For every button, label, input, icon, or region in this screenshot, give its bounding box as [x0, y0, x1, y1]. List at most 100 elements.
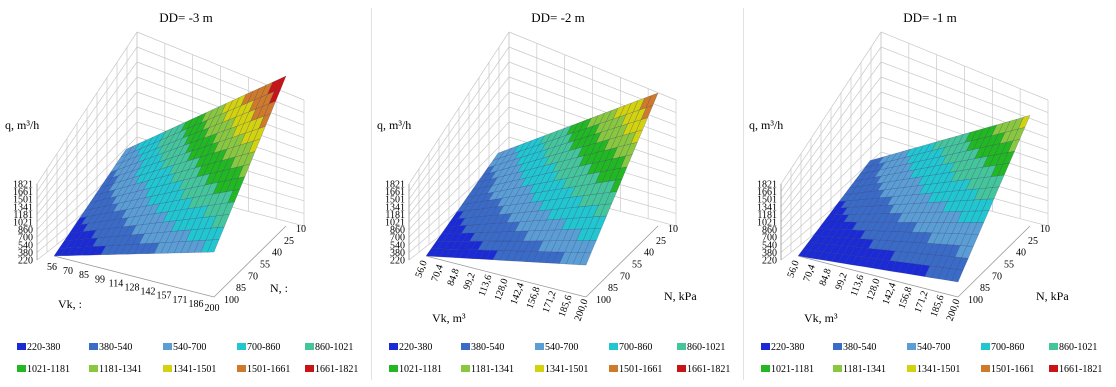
surface [425, 92, 659, 266]
surface [797, 115, 1031, 283]
chart-title: DD= -3 m [159, 10, 213, 25]
legend-swatch [609, 343, 618, 350]
legend-label: 1181-1341 [99, 364, 142, 375]
x-tick-label: 171,2 [541, 289, 559, 314]
legend-swatch [89, 343, 98, 350]
x-tick-label: 186 [189, 299, 204, 310]
z-tick-label: 860 [18, 225, 33, 236]
x-tick-label: 70 [63, 266, 73, 277]
y-axis-line [957, 225, 1031, 298]
legend-label: 700-860 [991, 342, 1024, 353]
z-tick-label: 1341 [757, 202, 777, 213]
legend-label: 1341-1501 [917, 364, 960, 375]
y-tick-label: 85 [980, 283, 990, 294]
legend-swatch [305, 343, 314, 350]
z-tick-label: 700 [390, 233, 405, 244]
y-tick-label: 10 [668, 224, 678, 235]
z-tick-label: 540 [18, 240, 33, 251]
legend-label: 540-700 [173, 342, 206, 353]
x-tick-label: 171 [173, 295, 188, 306]
chart-title: DD= -1 m [903, 10, 957, 25]
x-tick-label: 84,8 [445, 267, 461, 287]
x-axis-label: Vk, m³ [432, 311, 466, 325]
z-axis-label: q, m³/h [377, 118, 411, 132]
divider [743, 8, 744, 380]
z-tick-label: 860 [390, 225, 405, 236]
y-tick-label: 55 [1004, 260, 1014, 271]
legend-swatch [163, 343, 172, 350]
legend-swatch [461, 343, 470, 350]
legend-label: 1501-1661 [991, 364, 1034, 375]
legend-swatch [677, 365, 686, 372]
x-axis-label: Vk, : [58, 297, 82, 311]
z-tick-label: 1341 [13, 202, 33, 213]
z-tick-label: 1501 [13, 195, 33, 206]
y-tick-label: 55 [632, 260, 642, 271]
z-tick-label: 700 [18, 233, 33, 244]
x-tick-label: 56,0 [413, 259, 429, 279]
z-tick-label: 540 [762, 240, 777, 251]
y-axis-label: N, kPa [664, 289, 697, 303]
y-tick-label: 40 [644, 248, 654, 259]
legend-swatch [17, 343, 26, 350]
legend-label: 860-1021 [687, 342, 725, 353]
y-tick-label: 55 [260, 260, 270, 271]
z-tick-label: 1661 [757, 187, 777, 198]
legend-label: 1661-1821 [1059, 364, 1102, 375]
y-tick-label: 100 [968, 295, 983, 306]
x-tick-label: 56 [47, 262, 57, 273]
x-tick-label: 128,0 [865, 277, 883, 302]
legend-label: 220-380 [27, 342, 60, 353]
x-tick-label: 84,8 [817, 267, 833, 287]
legend-swatch [461, 365, 470, 372]
z-tick-label: 700 [762, 233, 777, 244]
axis-frame [408, 184, 659, 298]
y-axis-line [585, 225, 659, 298]
x-tick-label: 128 [125, 283, 140, 294]
legend-label: 1661-1821 [687, 364, 730, 375]
x-tick-label: 171,2 [913, 289, 931, 314]
z-tick-label: 380 [390, 248, 405, 259]
legend-swatch [761, 343, 770, 350]
x-tick-label: 200 [205, 303, 220, 314]
legend-swatch [677, 343, 686, 350]
legend-swatch [833, 365, 842, 372]
x-tick-label: 113,6 [477, 273, 495, 298]
y-tick-label: 70 [620, 271, 630, 282]
legend-swatch [907, 365, 916, 372]
legend-label: 380-540 [843, 342, 876, 353]
legend-label: 1181-1341 [471, 364, 514, 375]
y-tick-label: 25 [1028, 236, 1038, 247]
z-tick-label: 1181 [757, 210, 777, 221]
legend-label: 860-1021 [1059, 342, 1097, 353]
x-axis-line [425, 255, 587, 298]
legend-label: 220-380 [399, 342, 432, 353]
x-axis-label: Vk, m³ [804, 311, 838, 325]
x-tick-label: 113,6 [849, 273, 867, 298]
chart-panel-dd-3: DD= -3 m 220 380 540 700 860 1021 1181 1341 1501 1… [0, 0, 372, 387]
legend-swatch [305, 365, 314, 372]
x-tick-label: 99,2 [461, 271, 477, 291]
x-tick-label: 128,0 [493, 277, 511, 302]
y-tick-label: 10 [296, 224, 306, 235]
z-tick-label: 220 [762, 256, 777, 267]
legend-label: 1021-1181 [27, 364, 70, 375]
z-tick-label: 1661 [13, 187, 33, 198]
y-tick-label: 25 [656, 236, 666, 247]
z-axis-label: q, m³/h [5, 118, 39, 132]
divider [371, 8, 372, 380]
x-tick-label: 56,0 [785, 259, 801, 279]
y-tick-label: 85 [608, 283, 618, 294]
z-tick-label: 220 [390, 256, 405, 267]
legend-swatch [907, 343, 916, 350]
chart-svg: DD= -1 m22038054070086010211181134115011… [749, 10, 1102, 375]
chart-svg: DD= -2 m22038054070086010211181134115011… [377, 10, 730, 375]
legend-label: 220-380 [771, 342, 804, 353]
z-tick-label: 860 [762, 225, 777, 236]
z-tick-label: 1501 [385, 195, 405, 206]
z-tick-label: 1021 [385, 218, 405, 229]
surface-cell [120, 145, 134, 158]
y-axis-line [213, 225, 287, 298]
legend-swatch [833, 343, 842, 350]
legend-label: 1341-1501 [545, 364, 588, 375]
